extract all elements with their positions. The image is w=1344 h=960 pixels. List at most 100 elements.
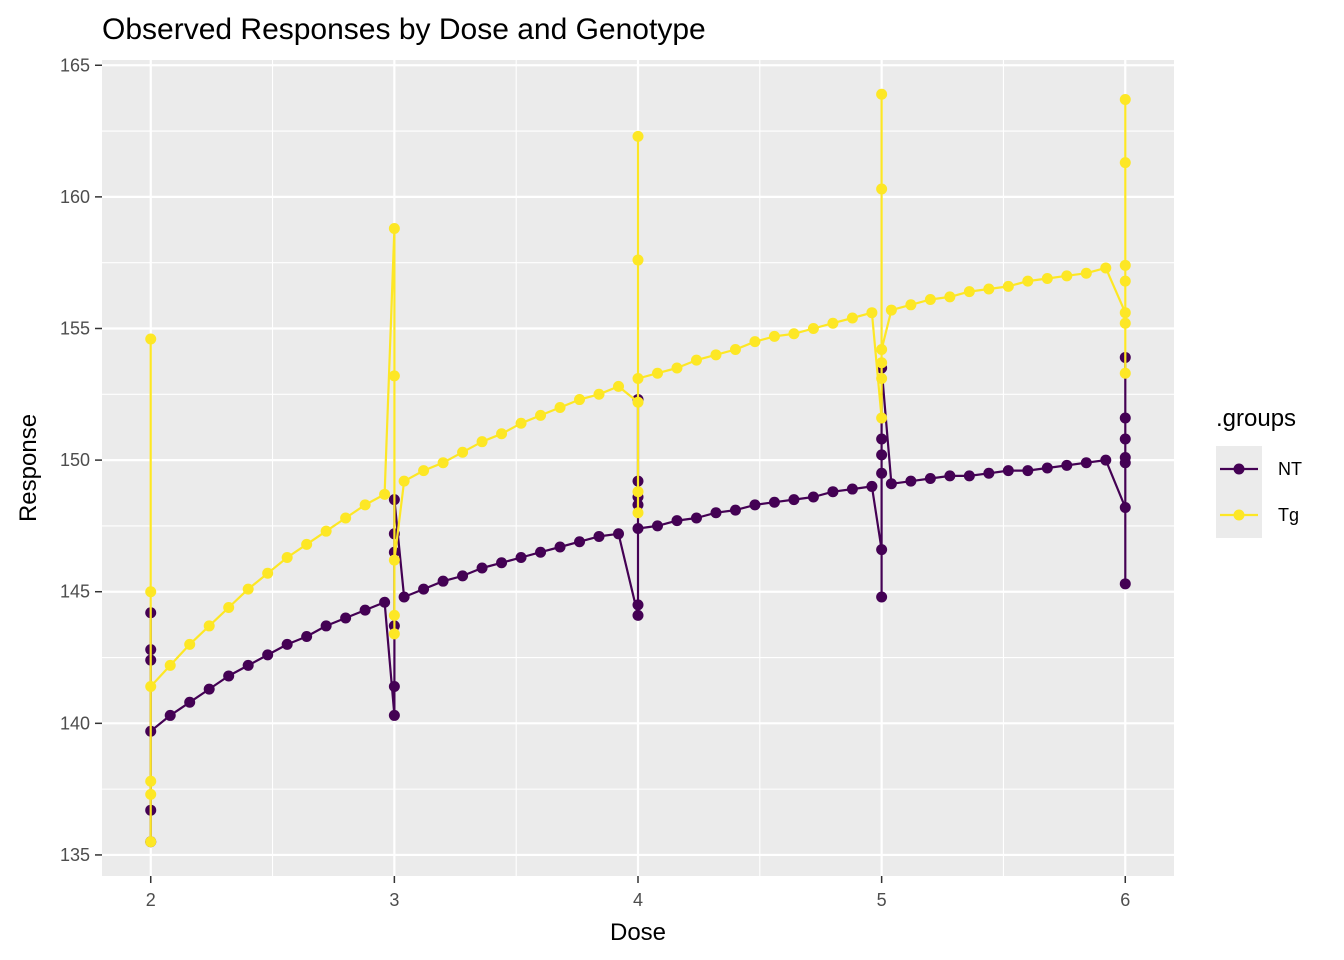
data-point-tg: [866, 307, 878, 319]
data-point-tg: [262, 567, 274, 579]
x-tick-label: 4: [633, 890, 643, 910]
data-point-nt: [866, 480, 878, 492]
data-point-nt: [398, 591, 410, 603]
data-point-tg: [876, 88, 888, 100]
data-point-nt: [437, 575, 449, 587]
data-point-nt: [632, 599, 644, 611]
data-point-tg: [671, 362, 683, 374]
data-point-tg: [1061, 270, 1073, 282]
legend-title: .groups: [1216, 405, 1296, 432]
data-point-tg: [145, 333, 157, 345]
data-point-nt: [457, 570, 469, 582]
data-point-nt: [885, 478, 897, 490]
legend: .groups NT Tg: [1216, 405, 1302, 538]
data-point-nt: [281, 638, 293, 650]
data-point-nt: [690, 512, 702, 524]
y-tick-label: 140: [60, 713, 90, 733]
data-point-tg: [184, 638, 196, 650]
data-point-nt: [876, 591, 888, 603]
data-point-nt: [223, 670, 235, 682]
data-point-nt: [983, 467, 995, 479]
data-point-tg: [574, 394, 586, 406]
data-point-nt: [1022, 465, 1034, 477]
x-tick-label: 3: [389, 890, 399, 910]
data-point-nt: [340, 612, 352, 624]
data-point-tg: [651, 367, 663, 379]
data-point-tg: [388, 222, 400, 234]
y-axis-title: Response: [15, 414, 42, 522]
data-point-tg: [827, 317, 839, 329]
chart-title: Observed Responses by Dose and Genotype: [102, 13, 706, 46]
legend-key-background: [1216, 446, 1262, 538]
data-point-tg: [388, 609, 400, 621]
data-point-nt: [301, 630, 313, 642]
data-point-nt: [729, 504, 741, 516]
data-point-tg: [301, 538, 313, 550]
data-point-nt: [164, 709, 176, 721]
legend-label-tg: Tg: [1278, 505, 1299, 525]
y-tick-label: 150: [60, 450, 90, 470]
data-point-tg: [398, 475, 410, 487]
data-point-nt: [496, 557, 508, 569]
legend-marker-tg: [1233, 509, 1245, 521]
data-point-nt: [184, 696, 196, 708]
data-point-tg: [359, 499, 371, 511]
data-point-nt: [1061, 459, 1073, 471]
data-point-tg: [223, 602, 235, 614]
data-point-nt: [1041, 462, 1053, 474]
data-point-nt: [876, 467, 888, 479]
data-point-nt: [1119, 412, 1131, 424]
data-point-tg: [145, 788, 157, 800]
data-point-tg: [496, 428, 508, 440]
data-point-nt: [827, 486, 839, 498]
data-point-tg: [1119, 317, 1131, 329]
data-point-nt: [671, 515, 683, 527]
data-point-tg: [593, 388, 605, 400]
x-tick-label: 5: [877, 890, 887, 910]
data-point-nt: [203, 683, 215, 695]
y-tick-label: 145: [60, 582, 90, 602]
data-point-nt: [924, 473, 936, 485]
data-point-tg: [203, 620, 215, 632]
data-point-tg: [1002, 280, 1014, 292]
data-point-nt: [554, 541, 566, 553]
data-point-nt: [388, 680, 400, 692]
data-point-tg: [164, 659, 176, 671]
data-point-tg: [632, 396, 644, 408]
data-point-nt: [632, 609, 644, 621]
data-point-tg: [876, 344, 888, 356]
data-point-nt: [963, 470, 975, 482]
data-point-tg: [388, 628, 400, 640]
data-point-tg: [1119, 307, 1131, 319]
series-layer: [145, 88, 1131, 848]
data-point-tg: [876, 183, 888, 195]
data-point-tg: [1080, 267, 1092, 279]
data-point-nt: [905, 475, 917, 487]
data-point-tg: [535, 409, 547, 421]
data-point-tg: [876, 373, 888, 385]
data-point-tg: [613, 380, 625, 392]
data-point-tg: [388, 370, 400, 382]
data-point-nt: [1100, 454, 1112, 466]
data-point-tg: [1041, 272, 1053, 284]
data-point-tg: [476, 436, 488, 448]
data-point-tg: [418, 465, 430, 477]
data-point-tg: [1119, 93, 1131, 105]
data-point-tg: [242, 583, 254, 595]
data-point-tg: [554, 401, 566, 413]
data-point-nt: [807, 491, 819, 503]
data-point-nt: [846, 483, 858, 495]
y-tick-label: 165: [60, 55, 90, 75]
data-point-tg: [632, 130, 644, 142]
y-tick-label: 135: [60, 845, 90, 865]
data-point-tg: [983, 283, 995, 295]
data-point-nt: [515, 551, 527, 563]
data-point-nt: [1119, 578, 1131, 590]
data-point-nt: [262, 649, 274, 661]
data-point-tg: [876, 412, 888, 424]
data-point-tg: [379, 488, 391, 500]
data-point-tg: [1119, 157, 1131, 169]
data-point-nt: [1119, 433, 1131, 445]
data-point-tg: [632, 254, 644, 266]
